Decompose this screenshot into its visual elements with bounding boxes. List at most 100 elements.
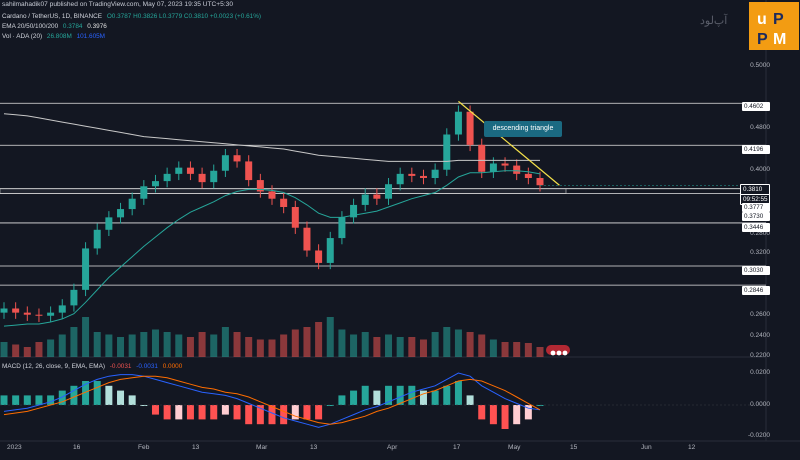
price-tick: 0.2200	[750, 352, 770, 359]
macd-legend[interactable]: MACD (12, 26, close, 9, EMA, EMA) -0.003…	[2, 363, 185, 370]
candle-body	[350, 204, 358, 218]
svg-text:P: P	[757, 31, 768, 48]
macd-histogram-bar	[373, 390, 381, 405]
price-tick: 0.5000	[750, 62, 770, 69]
volume-bar	[93, 332, 101, 357]
macd-histogram-bar	[82, 381, 90, 405]
macd-histogram-bar	[221, 405, 229, 415]
candle-body	[128, 198, 136, 210]
macd-histogram-bar	[0, 395, 8, 405]
macd-histogram-bar	[93, 381, 101, 405]
ema-value-1: 0.3784	[62, 23, 83, 30]
candle-body	[58, 305, 66, 313]
volume-bar	[373, 337, 381, 357]
candle-body	[198, 173, 206, 183]
candle-body	[501, 163, 509, 166]
candle-body	[513, 165, 521, 174]
svg-text:u: u	[757, 11, 767, 28]
macd-histogram-bar	[291, 405, 299, 420]
watermark-text: آپ‌لود	[700, 15, 728, 27]
ema-label[interactable]: EMA 20/50/100/200	[2, 23, 59, 30]
candle-body	[291, 207, 299, 228]
volume-bar	[140, 332, 148, 357]
volume-bar	[82, 317, 90, 357]
volume-bar	[396, 337, 404, 357]
descending-triangle-note[interactable]: descending triangle	[484, 121, 562, 137]
level-tag: 0.4196	[742, 145, 770, 154]
candle-body	[105, 217, 113, 230]
macd-histogram-bar	[47, 395, 55, 405]
candle-body	[35, 314, 43, 316]
support-zone	[0, 188, 567, 194]
volume-bar	[419, 339, 427, 357]
candle-body	[338, 217, 346, 239]
macd-histogram-bar	[454, 381, 462, 405]
macd-histogram-bar	[163, 405, 171, 420]
volume-bar	[513, 342, 521, 357]
level-tag: 0.4602	[742, 102, 770, 111]
candle-body	[373, 194, 381, 199]
macd-histogram-bar	[513, 405, 521, 425]
volume-bar	[268, 339, 276, 357]
macd-histogram-bar	[315, 405, 323, 420]
volume-bar	[128, 334, 136, 357]
macd-histogram-bar	[501, 405, 509, 429]
volume-bar	[245, 337, 253, 357]
macd-histogram-bar	[175, 405, 183, 420]
macd-histogram-bar	[12, 395, 20, 405]
candle-body	[256, 180, 264, 192]
volume-bar	[12, 344, 20, 357]
ema-legend[interactable]: EMA 20/50/100/200 0.3784 0.3976	[2, 23, 110, 30]
volume-bar	[151, 329, 159, 357]
macd-histogram-bar	[431, 390, 439, 405]
volume-bar	[501, 342, 509, 357]
price-tick: 0.2800	[750, 230, 770, 237]
volume-bar	[105, 334, 113, 357]
level-tag: 0.3030	[742, 266, 770, 275]
volume-bar	[198, 332, 206, 357]
macd-histogram-bar	[58, 390, 66, 405]
volume-bar	[478, 334, 486, 357]
macd-histogram-bar	[443, 385, 451, 405]
macd-signal-line	[3, 375, 541, 425]
price-tick: 0.3200	[750, 249, 770, 256]
macd-histogram-bar	[35, 395, 43, 405]
volume-bar	[70, 327, 78, 357]
price-tick: 0.2400	[750, 332, 770, 339]
candle-body	[151, 181, 159, 187]
macd-histogram-bar	[256, 405, 264, 425]
volume-bar	[350, 334, 358, 357]
macd-value-3: 0.0000	[162, 363, 183, 370]
eye-icon[interactable]	[546, 345, 570, 356]
macd-histogram-bar	[478, 405, 486, 420]
volume-bar	[443, 327, 451, 357]
macd-histogram-bar	[419, 390, 427, 405]
time-label: Mar	[256, 444, 268, 451]
candle-body	[443, 134, 451, 170]
level-tag: 0.3446	[742, 223, 770, 232]
candle-body	[396, 173, 404, 185]
volume-label[interactable]: Vol · ADA (20)	[2, 33, 43, 40]
volume-bar	[466, 332, 474, 357]
candle-body	[233, 155, 241, 162]
volume-legend[interactable]: Vol · ADA (20) 26.808M 101.605M	[2, 33, 108, 40]
candle-body	[326, 238, 334, 263]
candle-body	[23, 312, 31, 315]
macd-histogram-bar	[117, 390, 125, 405]
macd-histogram-bar	[489, 405, 497, 425]
price-tick: 0.4800	[750, 124, 770, 131]
candle-body	[303, 227, 311, 251]
volume-bar	[163, 332, 171, 357]
volume-bar	[408, 337, 416, 357]
candle-body	[221, 155, 229, 171]
volume-bar	[0, 342, 8, 357]
macd-tick: 0.0000	[750, 401, 770, 408]
candle-body	[70, 289, 78, 306]
symbol-legend[interactable]: Cardano / TetherUS, 1D, BINANCE O0.3787 …	[2, 13, 264, 20]
macd-label[interactable]: MACD (12, 26, close, 9, EMA, EMA)	[2, 363, 105, 370]
eye-icon	[550, 350, 568, 356]
symbol-name[interactable]: Cardano / TetherUS, 1D, BINANCE	[2, 13, 103, 20]
macd-histogram-bar	[245, 405, 253, 425]
macd-histogram-bar	[536, 405, 544, 406]
